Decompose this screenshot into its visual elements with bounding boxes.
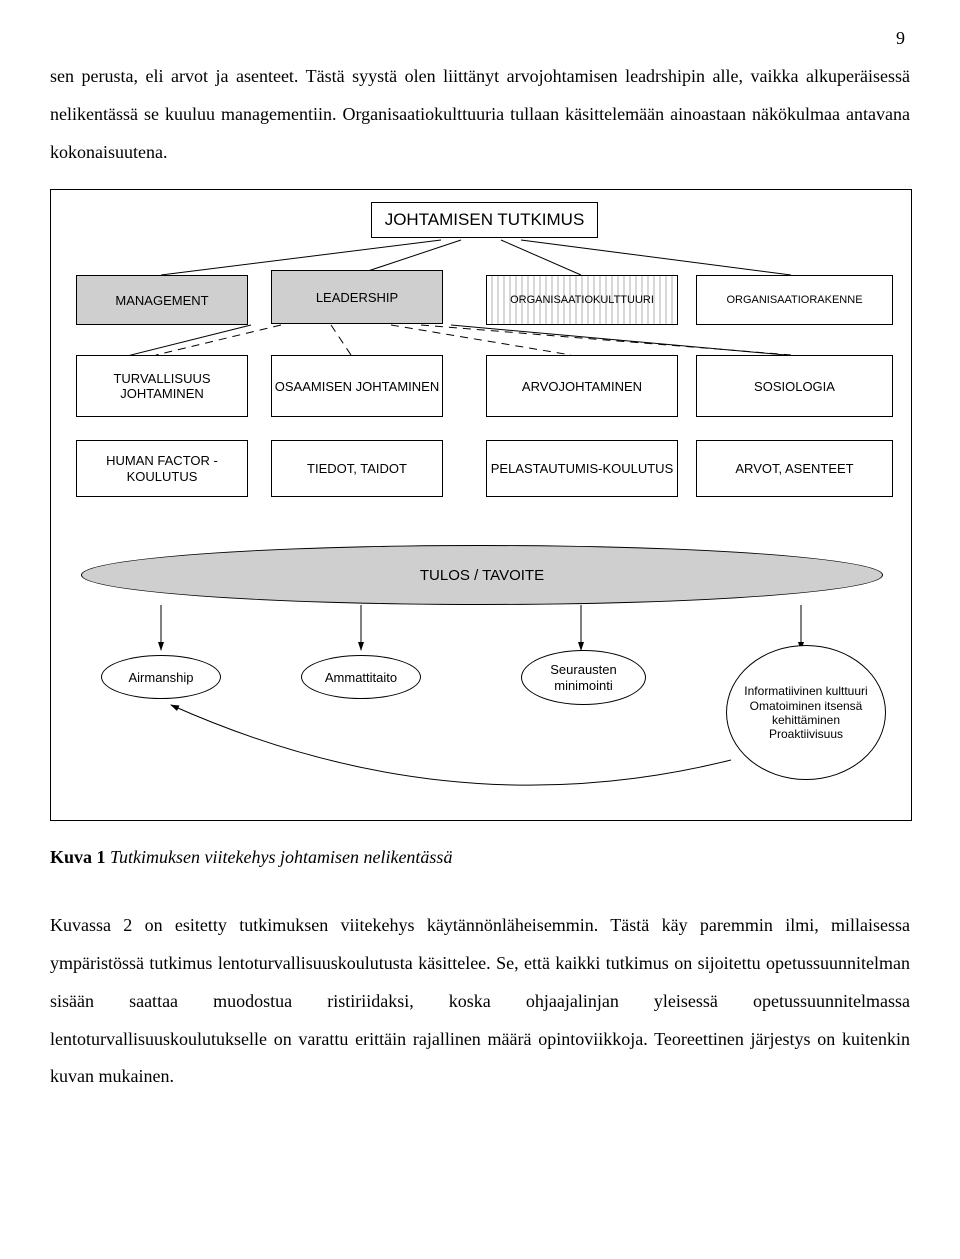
row3-label-2: TIEDOT, TAIDOT <box>307 461 407 477</box>
row2-box-1: TURVALLISUUS JOHTAMINEN <box>76 355 248 417</box>
row3-box-1: HUMAN FACTOR -KOULUTUS <box>76 440 248 497</box>
paragraph-1: sen perusta, eli arvot ja asenteet. Täst… <box>50 58 910 171</box>
row1-label-3: ORGANISAATIOKULTTUURI <box>510 294 654 307</box>
row1-box-4: ORGANISAATIORAKENNE <box>696 275 893 325</box>
row3-box-3: PELASTAUTUMIS-KOULUTUS <box>486 440 678 497</box>
row3-label-3: PELASTAUTUMIS-KOULUTUS <box>491 461 674 477</box>
result-ellipse: TULOS / TAVOITE <box>81 545 883 605</box>
row2-label-1: TURVALLISUUS JOHTAMINEN <box>77 371 247 402</box>
row1-box-1: MANAGEMENT <box>76 275 248 325</box>
caption-bold: Kuva 1 <box>50 847 106 867</box>
ellipse-3: Seurausten minimointi <box>521 650 646 705</box>
paragraph-2: Kuvassa 2 on esitetty tutkimuksen viitek… <box>50 907 910 1096</box>
ellipse-4-label: Informatiivinen kulttuuri Omatoiminen it… <box>731 684 881 742</box>
result-label: TULOS / TAVOITE <box>420 560 544 592</box>
figure-caption: Kuva 1 Tutkimuksen viitekehys johtamisen… <box>50 839 910 877</box>
diagram-title-box: JOHTAMISEN TUTKIMUS <box>371 202 598 238</box>
ellipse-1: Airmanship <box>101 655 221 699</box>
row2-box-3: ARVOJOHTAMINEN <box>486 355 678 417</box>
page-number: 9 <box>896 20 905 58</box>
row1-box-2: LEADERSHIP <box>271 270 443 324</box>
row1-label-1: MANAGEMENT <box>115 293 208 309</box>
row3-box-2: TIEDOT, TAIDOT <box>271 440 443 497</box>
row2-label-2: OSAAMISEN JOHTAMINEN <box>275 379 439 395</box>
row2-box-2: OSAAMISEN JOHTAMINEN <box>271 355 443 417</box>
ellipse-2-label: Ammattitaito <box>325 670 397 686</box>
row3-label-4: ARVOT, ASENTEET <box>735 461 853 477</box>
row3-label-1: HUMAN FACTOR -KOULUTUS <box>77 453 247 484</box>
ellipse-4: Informatiivinen kulttuuri Omatoiminen it… <box>726 645 886 780</box>
figure-diagram: JOHTAMISEN TUTKIMUS MANAGEMENT LEADERSHI… <box>50 189 912 821</box>
row1-label-4: ORGANISAATIORAKENNE <box>726 294 862 307</box>
row2-label-4: SOSIOLOGIA <box>754 379 835 395</box>
ellipse-3-label: Seurausten minimointi <box>526 662 641 693</box>
row3-box-4: ARVOT, ASENTEET <box>696 440 893 497</box>
row2-label-3: ARVOJOHTAMINEN <box>522 379 642 395</box>
row1-box-3: ORGANISAATIOKULTTUURI <box>486 275 678 325</box>
ellipse-2: Ammattitaito <box>301 655 421 699</box>
diagram-title-text: JOHTAMISEN TUTKIMUS <box>385 210 585 230</box>
ellipse-1-label: Airmanship <box>128 670 193 686</box>
row2-box-4: SOSIOLOGIA <box>696 355 893 417</box>
caption-italic: Tutkimuksen viitekehys johtamisen nelike… <box>106 847 453 867</box>
row1-label-2: LEADERSHIP <box>316 290 398 306</box>
